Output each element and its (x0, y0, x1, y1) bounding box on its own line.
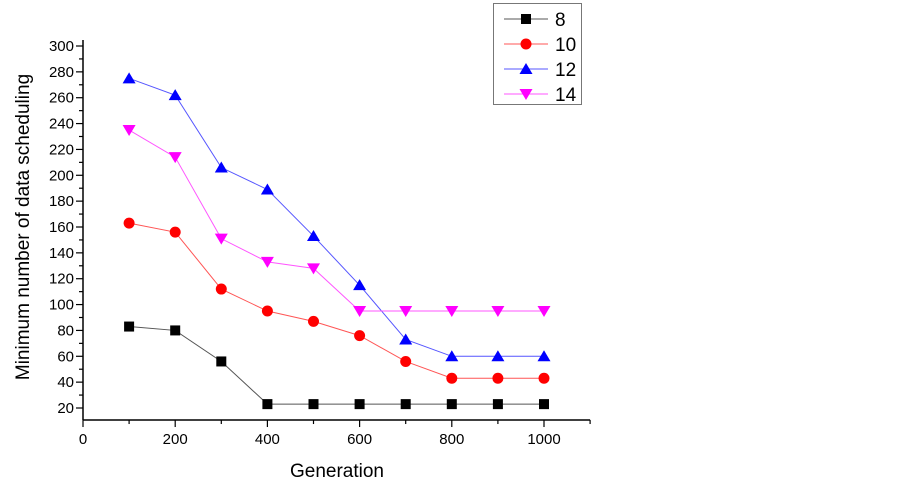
y-tick-label: 280 (49, 64, 74, 81)
data-point-triangle-down (260, 256, 274, 268)
data-point-circle (354, 330, 366, 342)
y-tick-label: 40 (57, 374, 74, 391)
data-point-triangle-up (353, 279, 367, 291)
data-point-square (354, 399, 365, 410)
series-line (129, 326, 544, 405)
x-tick-label: 200 (163, 431, 188, 448)
data-point-triangle-down (122, 125, 136, 137)
data-point-triangle-up (168, 89, 182, 101)
legend-label: 8 (555, 10, 566, 31)
data-point-triangle-down (445, 306, 459, 318)
y-tick-label: 180 (49, 193, 74, 210)
data-point-triangle-up (214, 161, 228, 173)
y-tick-label: 100 (49, 297, 74, 314)
data-point-triangle-down (399, 306, 413, 318)
series-line (129, 222, 544, 379)
legend-item: 8 (504, 10, 566, 31)
tick-labels: 0 200 400 600 800 1000 20 40 60 80 100 120 140 160 180… (49, 38, 561, 448)
series-14 (122, 125, 551, 318)
series-group (122, 72, 551, 410)
data-point-triangle-up (122, 72, 136, 84)
data-point-triangle-up (519, 63, 533, 74)
data-point-triangle-down (307, 263, 320, 275)
data-point-square (216, 356, 227, 367)
legend-item: 12 (504, 60, 576, 81)
data-point-circle (446, 372, 458, 384)
legend-label: 10 (555, 35, 576, 56)
data-point-circle (215, 283, 227, 295)
data-point-circle (520, 38, 532, 50)
data-point-square (521, 14, 531, 24)
y-axis-label: Minimum number of data scheduling (13, 74, 34, 380)
data-point-triangle-down (353, 306, 367, 318)
data-point-square (262, 399, 273, 410)
y-tick-label: 120 (49, 271, 74, 288)
data-point-square (492, 399, 503, 410)
data-point-triangle-down (519, 89, 533, 100)
x-tick-label: 400 (255, 431, 280, 448)
y-tick-label: 80 (57, 322, 74, 339)
data-point-square (170, 325, 181, 336)
y-tick-label: 60 (57, 348, 74, 365)
data-point-square (446, 399, 457, 410)
data-point-triangle-up (537, 350, 551, 362)
data-point-triangle-up (307, 230, 320, 242)
legend-item: 14 (504, 85, 577, 106)
data-point-triangle-up (445, 350, 459, 362)
data-point-circle (169, 226, 181, 238)
x-tick-label: 800 (439, 431, 464, 448)
data-point-circle (308, 315, 319, 327)
data-point-square (124, 321, 135, 332)
legend-box (493, 3, 582, 105)
series-8 (124, 321, 549, 410)
data-point-triangle-up (491, 350, 505, 362)
data-point-triangle-down (168, 152, 182, 164)
y-tick-label: 220 (49, 141, 74, 158)
y-tick-label: 20 (57, 400, 74, 417)
series-12 (122, 72, 551, 362)
legend-item: 10 (504, 35, 576, 56)
series-line (128, 129, 544, 312)
x-tick-label: 0 (79, 431, 87, 448)
x-tick-label: 1000 (527, 431, 560, 448)
data-point-square (400, 399, 411, 410)
data-point-triangle-up (260, 183, 274, 195)
legend: 8 10 12 14 (493, 3, 582, 106)
y-tick-label: 160 (49, 219, 74, 236)
data-point-circle (261, 305, 273, 317)
series-line (128, 77, 544, 357)
x-axis-label: Generation (290, 461, 384, 482)
data-point-triangle-down (537, 306, 551, 318)
y-tick-label: 140 (49, 245, 74, 262)
data-point-circle (400, 355, 412, 367)
data-point-circle (538, 372, 550, 384)
x-tick-label: 600 (347, 431, 372, 448)
y-tick-label: 260 (49, 90, 74, 107)
y-tick-label: 200 (49, 167, 74, 184)
legend-label: 12 (555, 60, 576, 81)
data-point-circle (123, 217, 135, 229)
y-tick-label: 240 (49, 116, 74, 133)
data-point-triangle-down (491, 306, 505, 318)
axes (76, 40, 591, 428)
legend-label: 14 (555, 85, 577, 106)
data-point-circle (492, 372, 504, 384)
y-tick-label: 300 (49, 38, 74, 55)
data-point-square (308, 399, 319, 410)
data-point-triangle-up (399, 333, 413, 345)
data-point-square (539, 399, 549, 410)
series-10 (123, 217, 550, 384)
data-point-triangle-down (214, 233, 228, 245)
